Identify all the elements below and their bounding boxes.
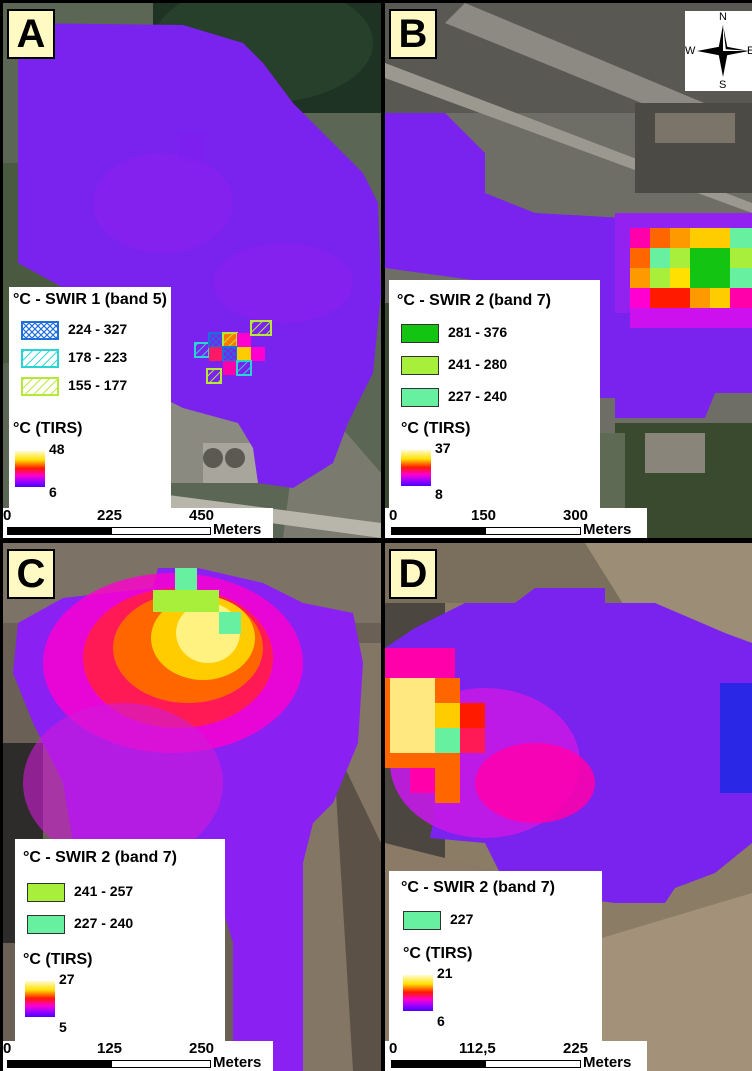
color-swatch	[27, 883, 65, 902]
scale-tick: 0	[389, 1040, 398, 1057]
hatch-swatch	[21, 349, 59, 368]
panel-letter-a: A	[7, 9, 55, 59]
swir-classes: 241 - 257 227 - 240	[27, 881, 217, 945]
scale-bar-segment	[7, 1060, 111, 1068]
scale-tick: 0	[3, 507, 12, 524]
scale-units: Meters	[583, 521, 632, 538]
swir-classes: 227	[403, 909, 593, 941]
panel-c: C °C - SWIR 2 (band 7) 241 - 257 227 - 2…	[3, 543, 381, 1071]
scale-bar-b: 0 150 300 Meters	[385, 507, 647, 538]
tirs-legend-title: °C (TIRS)	[23, 951, 93, 968]
color-swatch	[403, 911, 441, 930]
tirs-max: 48	[49, 441, 65, 457]
swir-class-item: 281 - 376	[401, 322, 591, 354]
tirs-max: 37	[435, 440, 451, 456]
compass-e: E	[747, 45, 752, 57]
tirs-max: 27	[59, 971, 75, 987]
scale-units: Meters	[213, 1054, 262, 1071]
compass-s: S	[719, 79, 727, 91]
tirs-color-ramp	[403, 975, 433, 1011]
panel-letter-c: C	[7, 549, 55, 599]
swir-legend-title: °C - SWIR 2 (band 7)	[401, 879, 555, 896]
color-swatch	[401, 388, 439, 407]
scale-bar-c: 0 125 250 Meters	[3, 1040, 273, 1071]
swir-class-item: 227	[403, 909, 593, 941]
panel-a: A °C - SWIR 1 (band 5) 224 - 327 178 - 2…	[3, 3, 381, 538]
panel-b: B N S W E °C - SWIR 2 (band 7) 281 - 376…	[385, 3, 752, 538]
swir-class-range: 227	[450, 911, 474, 927]
north-arrow: N S W E	[685, 11, 752, 91]
legend-a: °C - SWIR 1 (band 5) 224 - 327 178 - 223	[9, 287, 171, 508]
swir-class-item: 241 - 257	[27, 881, 217, 913]
scale-tick: 150	[471, 507, 497, 524]
color-swatch	[401, 324, 439, 343]
swir-class-range: 155 - 177	[68, 377, 128, 393]
scale-units: Meters	[583, 1054, 632, 1071]
tirs-color-ramp	[25, 981, 55, 1017]
legend-d: °C - SWIR 2 (band 7) 227 °C (TIRS) 21 6	[389, 871, 602, 1045]
scale-bar-a: 0 225 450 Meters	[3, 507, 273, 538]
tirs-legend-title: °C (TIRS)	[401, 420, 471, 437]
swir-legend-title: °C - SWIR 2 (band 7)	[23, 849, 177, 866]
scale-tick: 225	[97, 507, 123, 524]
swir-class-item: 241 - 280	[401, 354, 591, 386]
swir-class-range: 227 - 240	[448, 388, 508, 404]
scale-bar-segment	[391, 1060, 485, 1068]
swir-class-item: 224 - 327	[21, 319, 169, 347]
swir-class-range: 241 - 280	[448, 356, 508, 372]
legend-b: °C - SWIR 2 (band 7) 281 - 376 241 - 280…	[389, 280, 600, 510]
map-a	[3, 3, 381, 538]
scale-bar-d: 0 112,5 225 Meters	[385, 1040, 647, 1071]
tirs-min: 5	[59, 1019, 67, 1035]
scale-bar-segment	[111, 1060, 211, 1068]
tirs-min: 6	[49, 484, 57, 500]
compass-w: W	[685, 45, 696, 57]
tirs-legend-title: °C (TIRS)	[13, 420, 83, 437]
swir-legend-title: °C - SWIR 1 (band 5)	[13, 291, 167, 308]
tirs-min: 8	[435, 486, 443, 502]
swir-class-range: 241 - 257	[74, 883, 134, 899]
swir-legend-title: °C - SWIR 2 (band 7)	[397, 292, 551, 309]
scale-bar-segment	[391, 527, 485, 535]
legend-c: °C - SWIR 2 (band 7) 241 - 257 227 - 240…	[15, 839, 225, 1045]
swir-class-range: 281 - 376	[448, 324, 508, 340]
swir-classes: 224 - 327 178 - 223 155 - 177	[21, 319, 169, 403]
tirs-color-ramp	[401, 450, 431, 486]
swir-classes: 281 - 376 241 - 280 227 - 240	[401, 322, 591, 418]
panel-d: D °C - SWIR 2 (band 7) 227 °C (TIRS) 21 …	[385, 543, 752, 1071]
scale-tick: 450	[189, 507, 215, 524]
scale-tick: 0	[389, 507, 398, 524]
scale-tick: 112,5	[459, 1040, 496, 1057]
color-swatch	[27, 915, 65, 934]
swir-class-range: 227 - 240	[74, 915, 134, 931]
tirs-max: 21	[437, 965, 453, 981]
scale-bar-segment	[485, 1060, 581, 1068]
scale-tick: 300	[563, 507, 589, 524]
scale-tick: 225	[563, 1040, 589, 1057]
swir-class-item: 227 - 240	[27, 913, 217, 945]
panel-letter-b: B	[389, 9, 437, 59]
swir-class-item: 178 - 223	[21, 347, 169, 375]
swir-class-range: 178 - 223	[68, 349, 128, 365]
swir-class-item: 227 - 240	[401, 386, 591, 418]
scale-bar-segment	[485, 527, 581, 535]
color-swatch	[401, 356, 439, 375]
scale-units: Meters	[213, 521, 262, 538]
compass-n: N	[719, 11, 727, 23]
tirs-legend-title: °C (TIRS)	[403, 945, 473, 962]
swir-class-range: 224 - 327	[68, 321, 128, 337]
scale-bar-segment	[7, 527, 111, 535]
scale-tick: 0	[3, 1040, 12, 1057]
swir-class-item: 155 - 177	[21, 375, 169, 403]
hatch-swatch	[21, 377, 59, 396]
panel-letter-d: D	[389, 549, 437, 599]
compass-icon	[697, 25, 749, 77]
scale-tick: 125	[97, 1040, 123, 1057]
scale-bar-segment	[111, 527, 211, 535]
tirs-min: 6	[437, 1013, 445, 1029]
crosshatch-swatch	[21, 321, 59, 340]
tirs-color-ramp	[15, 451, 45, 487]
scale-tick: 250	[189, 1040, 215, 1057]
